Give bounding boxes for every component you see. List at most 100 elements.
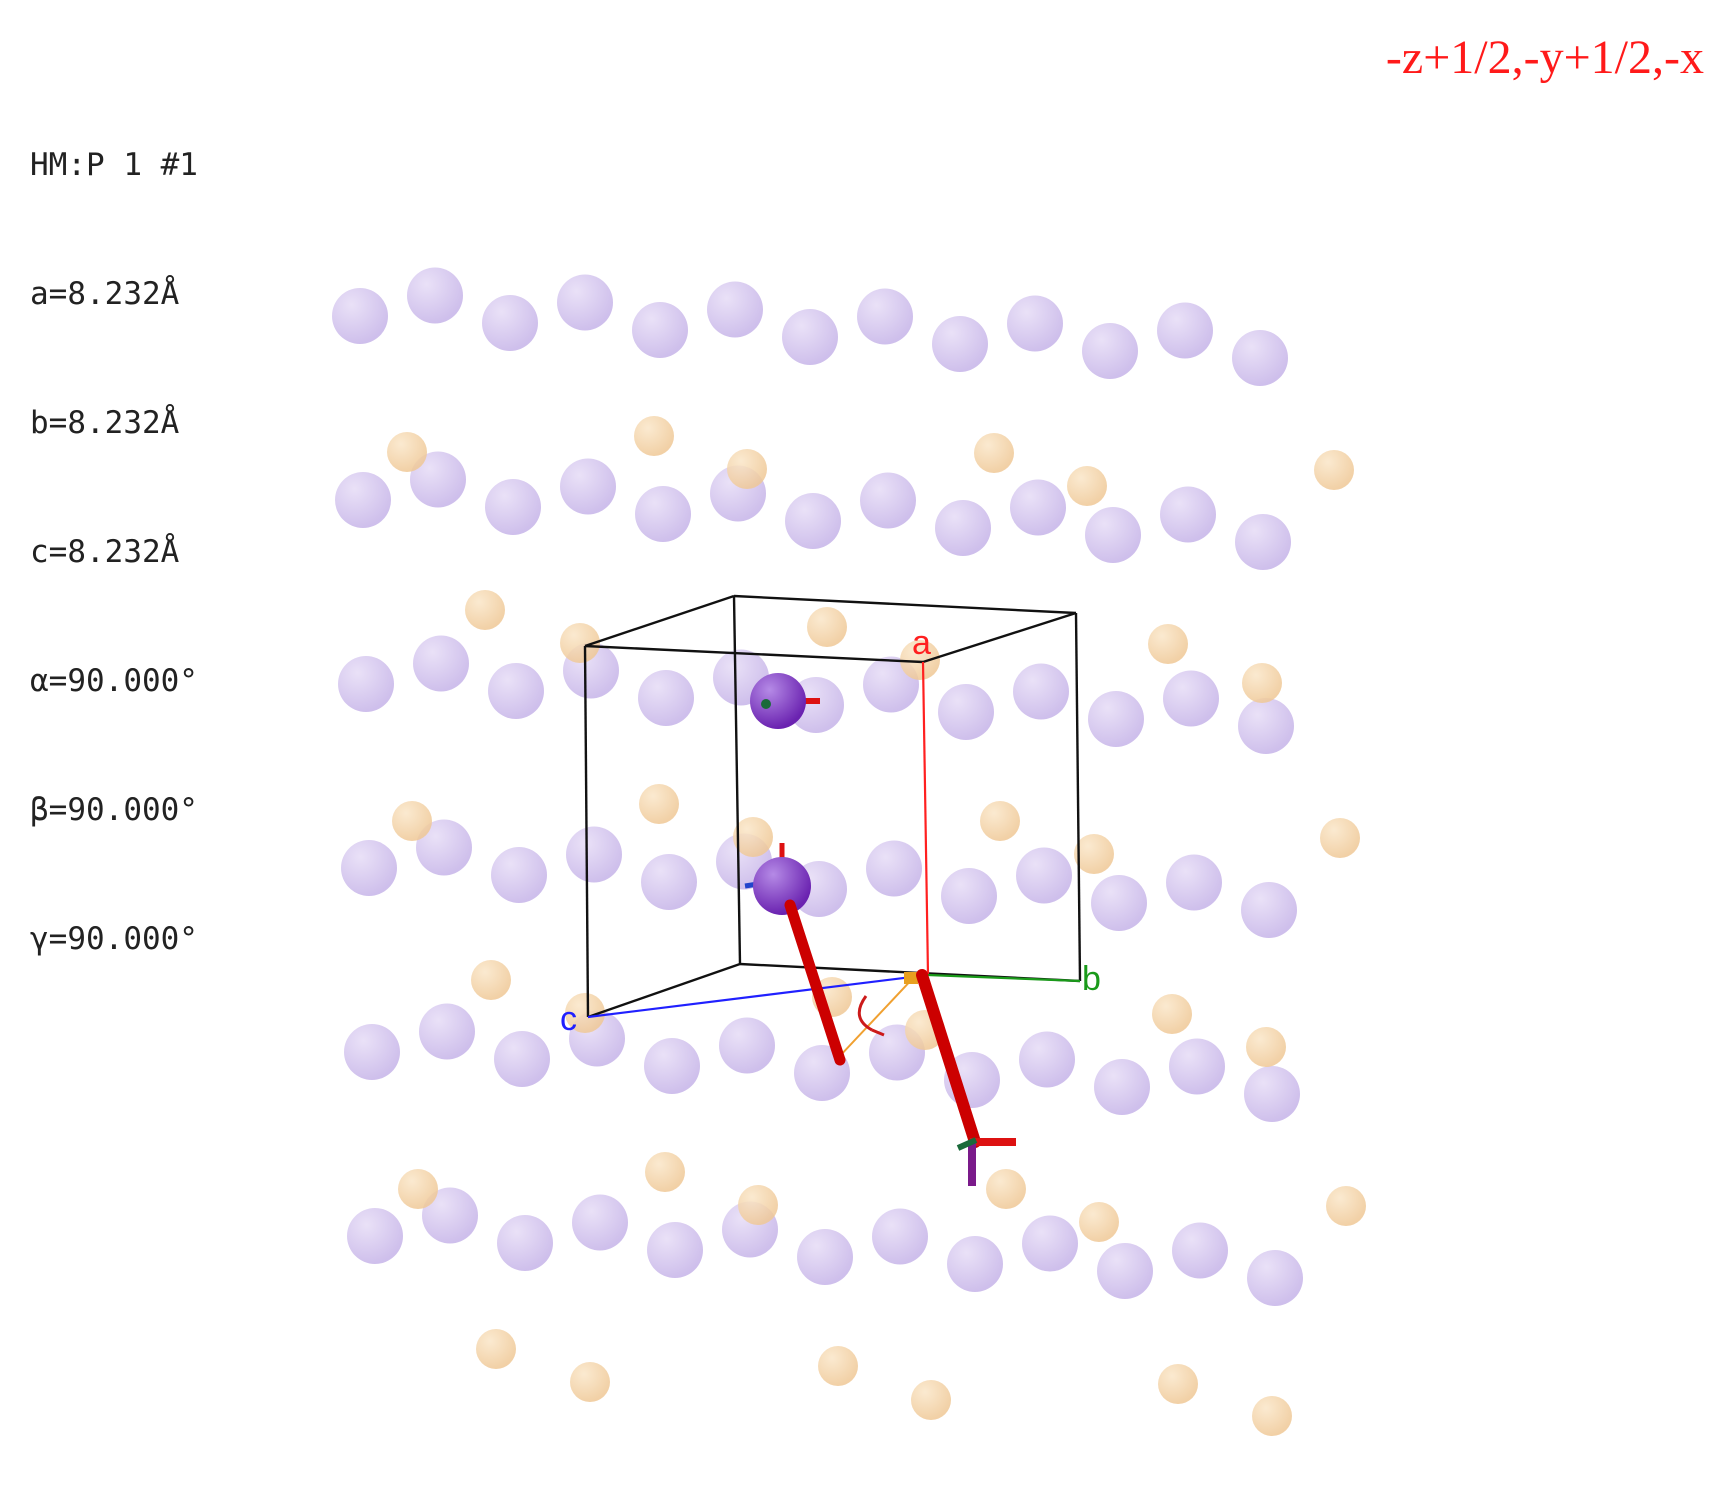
ghost-large-atom: [866, 840, 922, 897]
cell-edge: [922, 611, 1077, 664]
ghost-small-atom: [634, 416, 674, 456]
cell-a-length: a=8.232Å: [30, 276, 180, 312]
ghost-large-atom: [1232, 330, 1288, 386]
ghost-large-atom: [941, 868, 997, 924]
ghost-large-atom: [557, 274, 613, 331]
ghost-large-atom: [1010, 479, 1066, 536]
ghost-large-atom: [1082, 323, 1138, 379]
ghost-large-atom: [1022, 1215, 1078, 1272]
ghost-large-atom: [782, 309, 838, 365]
ghost-large-atom: [413, 635, 469, 692]
ghost-large-atom: [947, 1236, 1003, 1292]
ghost-large-atom: [1247, 1250, 1303, 1306]
ghost-large-atom: [1088, 691, 1144, 747]
ghost-small-atom: [733, 817, 773, 857]
rotation-symbol-arrow: [871, 1028, 885, 1037]
ghost-large-atom: [872, 1208, 928, 1265]
ghost-large-atom: [572, 1194, 628, 1251]
ghost-large-atom: [1091, 875, 1147, 931]
ghost-small-atom: [476, 1329, 516, 1369]
ghost-large-atom: [860, 472, 916, 529]
ghost-small-atom: [1326, 1186, 1366, 1226]
ghost-large-atom: [1166, 854, 1222, 911]
ghost-small-atom: [565, 993, 605, 1033]
ghost-large-atom: [1172, 1222, 1228, 1279]
ghost-large-atom: [497, 1215, 553, 1271]
ghost-small-atom: [645, 1152, 685, 1192]
axis-a-line: [921, 661, 930, 976]
ghost-small-atom: [1314, 450, 1354, 490]
highlighted-atom-lower[interactable]: [753, 857, 811, 915]
ghost-small-atom: [560, 623, 600, 663]
cell-beta-angle: β=90.000°: [30, 792, 198, 828]
cell-parameters: HM:P 1 #1 a=8.232Å b=8.232Å c=8.232Å α=9…: [30, 58, 198, 1004]
highlighted-atom-upper[interactable]: [750, 673, 806, 729]
ghost-large-atom: [938, 684, 994, 740]
ghost-large-atom: [1013, 663, 1069, 720]
axis-c-label: c: [560, 1000, 577, 1038]
ghost-large-atom: [932, 316, 988, 372]
ghost-large-atom: [341, 840, 397, 896]
ghost-large-atom: [797, 1229, 853, 1285]
ghost-small-atom: [980, 801, 1020, 841]
ghost-large-atom: [482, 295, 538, 351]
ghost-small-atom: [900, 640, 940, 680]
ghost-small-atom: [392, 801, 432, 841]
ghost-small-atom: [639, 784, 679, 824]
ghost-small-atom: [570, 1362, 610, 1402]
cell-edge: [584, 644, 924, 664]
symmetry-marker: [904, 972, 918, 984]
ghost-small-atom: [974, 433, 1014, 473]
ghost-large-atom: [422, 1187, 478, 1244]
symmetry-line: [837, 974, 917, 1059]
cell-edge: [733, 594, 1077, 615]
cell-edge: [583, 645, 590, 1018]
ghost-small-atom: [1067, 466, 1107, 506]
ghost-large-atom: [1241, 882, 1297, 938]
ghost-large-atom: [491, 847, 547, 903]
ghost-small-atom: [398, 1169, 438, 1209]
ghost-small-atom: [986, 1169, 1026, 1209]
cell-c-length: c=8.232Å: [30, 534, 180, 570]
cell-edge: [1074, 612, 1082, 982]
local-axis-z: [761, 699, 771, 709]
ghost-small-atom: [1158, 1364, 1198, 1404]
ghost-large-atom: [1094, 1059, 1150, 1115]
ghost-large-atom: [335, 472, 391, 528]
ghost-small-atom: [387, 432, 427, 472]
ghost-small-atom: [911, 1380, 951, 1420]
ghost-large-atom: [1157, 302, 1213, 359]
ghost-small-atom: [1148, 624, 1188, 664]
axis-a-label: a: [912, 624, 931, 662]
rotation-axis-rod: [784, 899, 846, 1066]
ghost-large-atom: [332, 288, 388, 344]
ghost-small-atom: [1242, 663, 1282, 703]
cell-edge: [732, 595, 742, 965]
ghost-large-atom: [644, 1038, 700, 1094]
axis-b-label: b: [1082, 960, 1101, 998]
ghost-small-atom: [465, 590, 505, 630]
ghost-large-atom: [344, 1024, 400, 1080]
ghost-small-atom: [1252, 1396, 1292, 1436]
ghost-large-atom: [1160, 486, 1216, 543]
axis-c-line: [587, 973, 929, 1019]
ghost-atoms: [332, 267, 1366, 1436]
ghost-large-atom: [488, 663, 544, 719]
ghost-large-atom: [560, 458, 616, 515]
ghost-large-atom: [647, 1222, 703, 1278]
ghost-large-atom: [485, 479, 541, 535]
ghost-large-atom: [1007, 295, 1063, 352]
ghost-large-atom: [638, 670, 694, 726]
cell-gamma-angle: γ=90.000°: [30, 921, 198, 957]
axis-b-line: [927, 973, 1081, 983]
rotation-symbol: [857, 995, 873, 1032]
ghost-small-atom: [738, 1185, 778, 1225]
ghost-large-atom: [641, 854, 697, 910]
ghost-large-atom: [1016, 847, 1072, 904]
ghost-large-atom: [632, 302, 688, 358]
ghost-large-atom: [566, 826, 622, 883]
cell-edge: [584, 594, 735, 648]
ghost-small-atom: [807, 607, 847, 647]
ghost-small-atom: [471, 960, 511, 1000]
